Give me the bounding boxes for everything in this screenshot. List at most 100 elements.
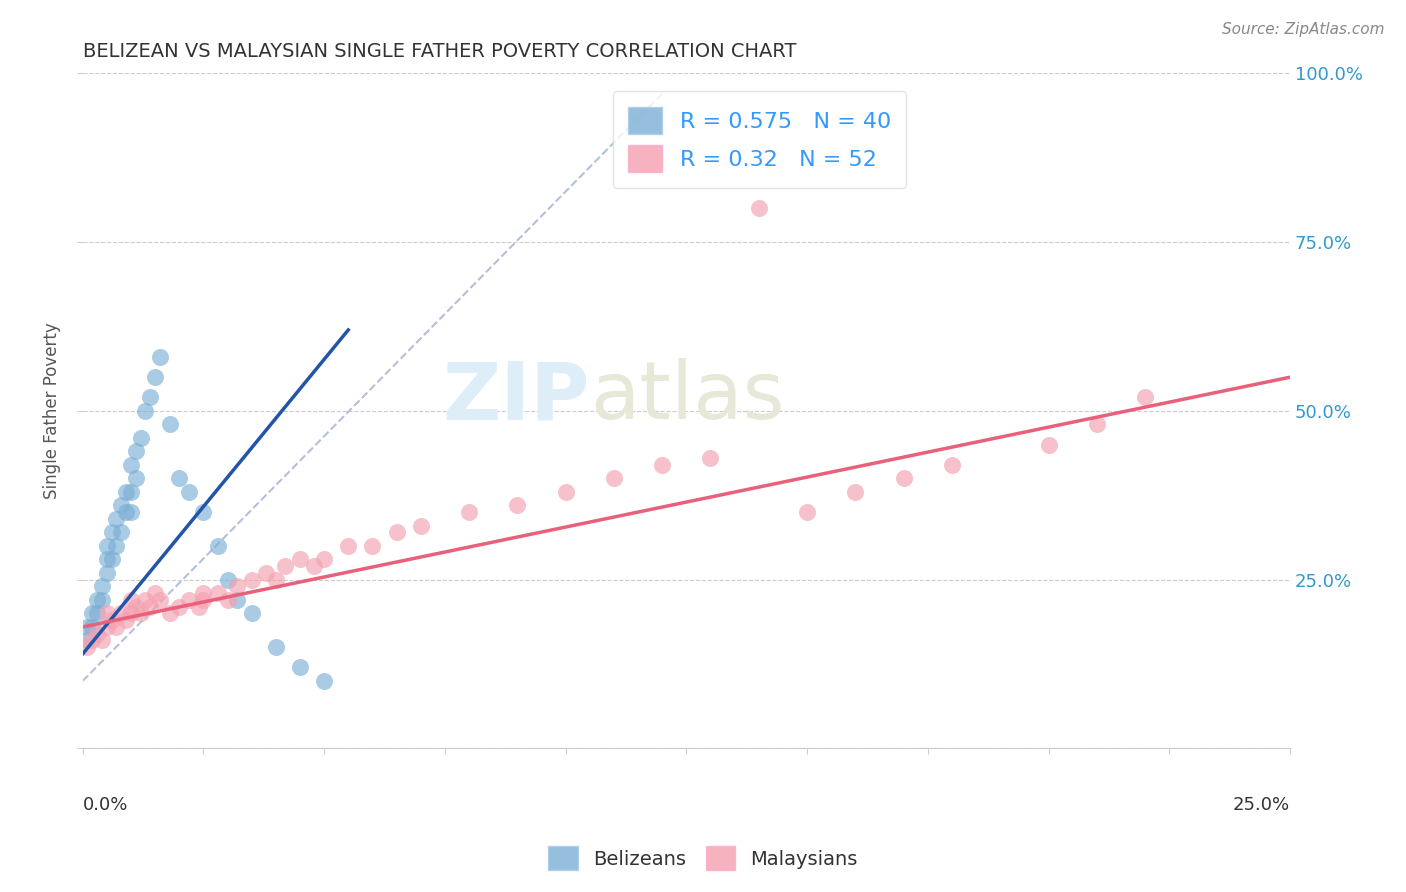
Point [1085,417,1108,432]
Point [506,499,529,513]
Point [105,512,128,526]
Point [385,525,408,540]
Point [264,640,287,655]
Point [159,607,181,621]
Point [337,539,360,553]
Point [193,593,215,607]
Point [159,417,181,432]
Point [143,586,166,600]
Point [91,593,114,607]
Point [76,620,98,634]
Point [217,593,239,607]
Point [105,620,128,634]
Point [844,485,866,500]
Point [699,451,721,466]
Point [240,573,263,587]
Point [240,607,263,621]
Point [893,471,915,485]
Point [226,593,249,607]
Point [149,350,172,364]
Point [96,566,118,580]
Point [177,593,200,607]
Point [207,586,229,600]
Point [941,458,963,472]
Legend: Belizeans, Malaysians: Belizeans, Malaysians [540,838,866,878]
Point [82,620,104,634]
Point [207,539,229,553]
Point [129,431,152,445]
Point [96,539,118,553]
Point [86,593,108,607]
Point [1133,391,1156,405]
Point [120,505,142,519]
Point [1038,438,1060,452]
Point [254,566,277,580]
Point [217,573,239,587]
Point [76,633,98,648]
Point [120,607,142,621]
Point [96,620,118,634]
Point [274,559,297,574]
Point [796,505,818,519]
Point [86,626,108,640]
Point [193,505,215,519]
Point [314,552,336,566]
Text: 0.0%: 0.0% [83,796,128,814]
Point [458,505,481,519]
Point [139,599,162,614]
Point [125,599,148,614]
Point [100,552,122,566]
Point [167,471,190,485]
Point [187,599,209,614]
Point [120,593,142,607]
Point [167,599,190,614]
Point [86,607,108,621]
Text: 25.0%: 25.0% [1233,796,1291,814]
Point [361,539,384,553]
Legend: R = 0.575   N = 40, R = 0.32   N = 52: R = 0.575 N = 40, R = 0.32 N = 52 [613,91,907,187]
Point [409,518,432,533]
Text: Source: ZipAtlas.com: Source: ZipAtlas.com [1222,22,1385,37]
Point [110,499,132,513]
Point [115,613,138,627]
Point [76,640,98,655]
Text: atlas: atlas [589,359,785,436]
Point [193,586,215,600]
Point [264,573,287,587]
Text: ZIP: ZIP [443,359,589,436]
Point [134,593,156,607]
Text: BELIZEAN VS MALAYSIAN SINGLE FATHER POVERTY CORRELATION CHART: BELIZEAN VS MALAYSIAN SINGLE FATHER POVE… [83,42,796,61]
Point [226,579,249,593]
Point [748,202,770,216]
Point [603,471,626,485]
Point [115,485,138,500]
Point [100,613,122,627]
Y-axis label: Single Father Poverty: Single Father Poverty [44,323,60,500]
Point [96,552,118,566]
Point [139,391,162,405]
Point [554,485,576,500]
Point [288,660,311,674]
Point [120,485,142,500]
Point [288,552,311,566]
Point [100,525,122,540]
Point [91,579,114,593]
Point [149,593,172,607]
Point [91,633,114,648]
Point [143,370,166,384]
Point [96,607,118,621]
Point [110,525,132,540]
Point [115,505,138,519]
Point [314,673,336,688]
Point [125,471,148,485]
Point [110,607,132,621]
Point [304,559,326,574]
Point [134,404,156,418]
Point [651,458,673,472]
Point [82,607,104,621]
Point [105,539,128,553]
Point [120,458,142,472]
Point [177,485,200,500]
Point [129,607,152,621]
Point [125,444,148,458]
